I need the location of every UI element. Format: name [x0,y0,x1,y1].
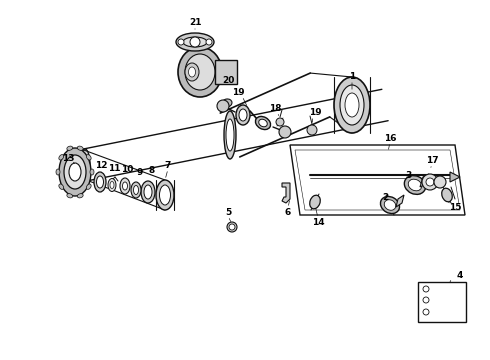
Ellipse shape [86,184,91,189]
Circle shape [190,37,200,47]
Ellipse shape [222,99,232,107]
Ellipse shape [176,33,214,51]
Circle shape [423,297,429,303]
Text: 13: 13 [62,153,74,162]
Bar [418,282,466,322]
Text: 2: 2 [382,193,388,202]
Ellipse shape [156,180,174,210]
Polygon shape [396,195,404,207]
Circle shape [307,125,317,135]
Text: 4: 4 [457,270,463,279]
Ellipse shape [120,178,130,194]
Circle shape [423,309,429,315]
Ellipse shape [224,111,236,159]
Circle shape [426,178,434,186]
Text: 3: 3 [405,171,411,180]
Ellipse shape [384,200,396,210]
Text: 21: 21 [189,18,201,27]
Ellipse shape [441,188,452,202]
Circle shape [422,174,438,190]
Text: 6: 6 [285,207,291,216]
Ellipse shape [67,146,73,150]
Ellipse shape [255,116,270,130]
Ellipse shape [408,179,422,191]
Circle shape [276,118,284,126]
Ellipse shape [178,47,222,97]
Ellipse shape [189,67,196,77]
Ellipse shape [380,197,399,213]
Ellipse shape [183,37,207,47]
Text: 19: 19 [309,108,321,117]
Ellipse shape [133,185,139,194]
Ellipse shape [226,119,234,151]
Ellipse shape [56,169,60,175]
Ellipse shape [67,194,73,198]
Text: 8: 8 [149,166,155,175]
Ellipse shape [404,176,426,194]
Ellipse shape [86,154,91,160]
Text: 11: 11 [108,163,120,172]
Ellipse shape [334,77,370,133]
Text: 5: 5 [225,207,231,216]
Circle shape [423,286,429,292]
Text: 19: 19 [232,87,245,96]
Text: 12: 12 [95,161,107,170]
Circle shape [279,126,291,138]
Ellipse shape [259,119,267,127]
Text: 10: 10 [121,165,133,174]
Ellipse shape [77,194,83,198]
Text: 20: 20 [222,76,234,85]
Text: 7: 7 [165,161,171,170]
Ellipse shape [131,182,141,198]
Circle shape [229,224,235,230]
Text: 15: 15 [449,202,461,212]
Ellipse shape [59,148,91,196]
Ellipse shape [77,146,83,150]
Ellipse shape [122,182,127,190]
Ellipse shape [310,195,320,209]
Polygon shape [450,172,460,182]
Text: 17: 17 [426,156,439,165]
Ellipse shape [185,63,199,81]
Circle shape [217,100,229,112]
Ellipse shape [144,185,152,199]
Polygon shape [290,145,465,215]
Text: 1: 1 [349,72,355,81]
Ellipse shape [64,155,86,189]
Text: 14: 14 [312,217,324,226]
Text: 18: 18 [269,104,281,112]
Ellipse shape [340,85,364,125]
Circle shape [434,176,446,188]
Ellipse shape [236,105,250,125]
Ellipse shape [94,172,106,192]
Ellipse shape [160,185,171,205]
Bar [215,60,237,84]
Circle shape [178,39,184,45]
Ellipse shape [141,181,155,203]
Ellipse shape [59,154,64,160]
Text: 9: 9 [137,167,143,176]
Circle shape [227,222,237,232]
Ellipse shape [345,93,359,117]
Ellipse shape [239,109,247,121]
Polygon shape [420,174,429,187]
Ellipse shape [80,149,90,181]
Text: 16: 16 [384,134,396,143]
Ellipse shape [108,179,116,192]
Circle shape [206,39,212,45]
Ellipse shape [185,54,215,90]
Ellipse shape [110,181,114,189]
Polygon shape [282,183,290,203]
Ellipse shape [59,184,64,189]
Ellipse shape [82,155,88,175]
Ellipse shape [90,169,94,175]
Ellipse shape [97,176,103,188]
Ellipse shape [69,163,81,181]
